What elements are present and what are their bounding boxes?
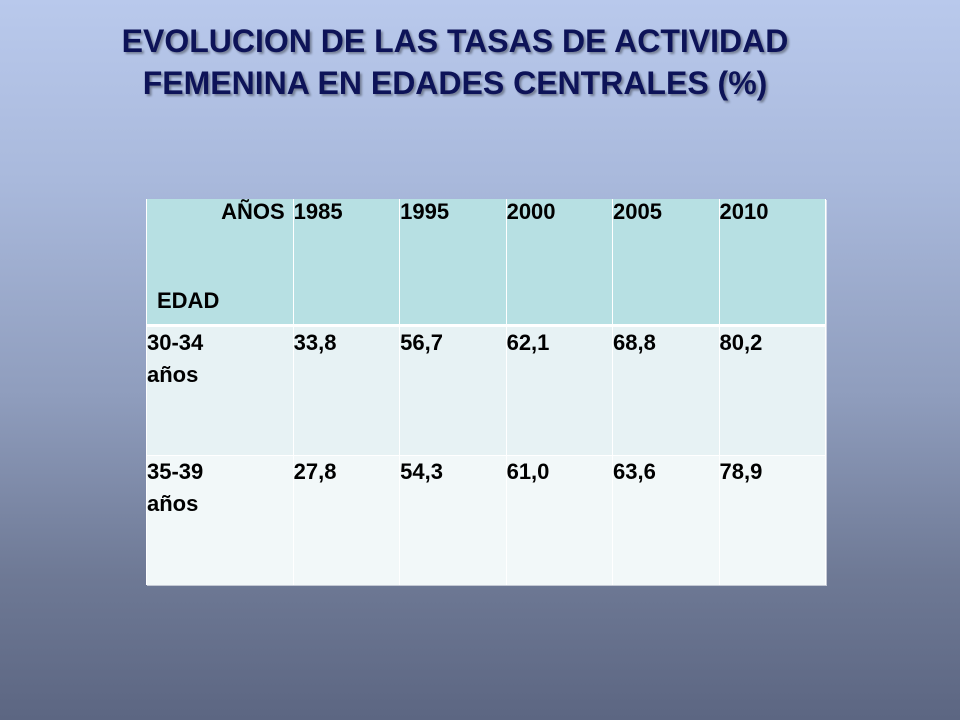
rate-cell: 78,9 [718,455,827,585]
age-unit: años [147,490,199,516]
age-unit: años [147,361,199,387]
rate-cell: 61,0 [505,455,614,585]
table-header-row: AÑOS EDAD 1985 1995 2000 2005 2010 [146,199,827,327]
slide-title: EVOLUCION DE LAS TASAS DE ACTIVIDAD FEME… [0,20,910,104]
table-row: 30-34 años 33,8 56,7 62,1 68,8 80,2 [146,325,827,456]
rate-cell: 56,7 [399,325,507,456]
rate-cell: 62,1 [505,325,614,456]
rate-cell: 68,8 [612,325,720,456]
corner-label-age: EDAD [157,288,220,313]
corner-header-cell: AÑOS EDAD [146,199,294,327]
rate-cell: 33,8 [292,325,401,456]
rate-cell: 63,6 [612,455,720,585]
year-header-cell: 2010 [718,199,827,327]
year-header-cell: 2005 [612,199,720,327]
activity-rate-table: AÑOS EDAD 1985 1995 2000 2005 2010 30-34… [146,199,827,585]
year-header-cell: 1995 [399,199,507,327]
age-range: 30-34 [147,329,204,355]
year-header-cell: 2000 [505,199,614,327]
age-group-cell: 30-34 años [146,325,294,456]
rate-cell: 27,8 [292,455,401,585]
age-group-cell: 35-39 años [146,455,294,585]
age-range: 35-39 [147,458,204,484]
year-header-cell: 1985 [292,199,401,327]
title-line-1: EVOLUCION DE LAS TASAS DE ACTIVIDAD [121,23,789,59]
title-line-2: FEMENINA EN EDADES CENTRALES (%) [142,65,768,101]
rate-cell: 80,2 [718,325,827,456]
rate-cell: 54,3 [399,455,507,585]
table-row: 35-39 años 27,8 54,3 61,0 63,6 78,9 [146,455,827,585]
corner-label-years: AÑOS [221,199,285,224]
